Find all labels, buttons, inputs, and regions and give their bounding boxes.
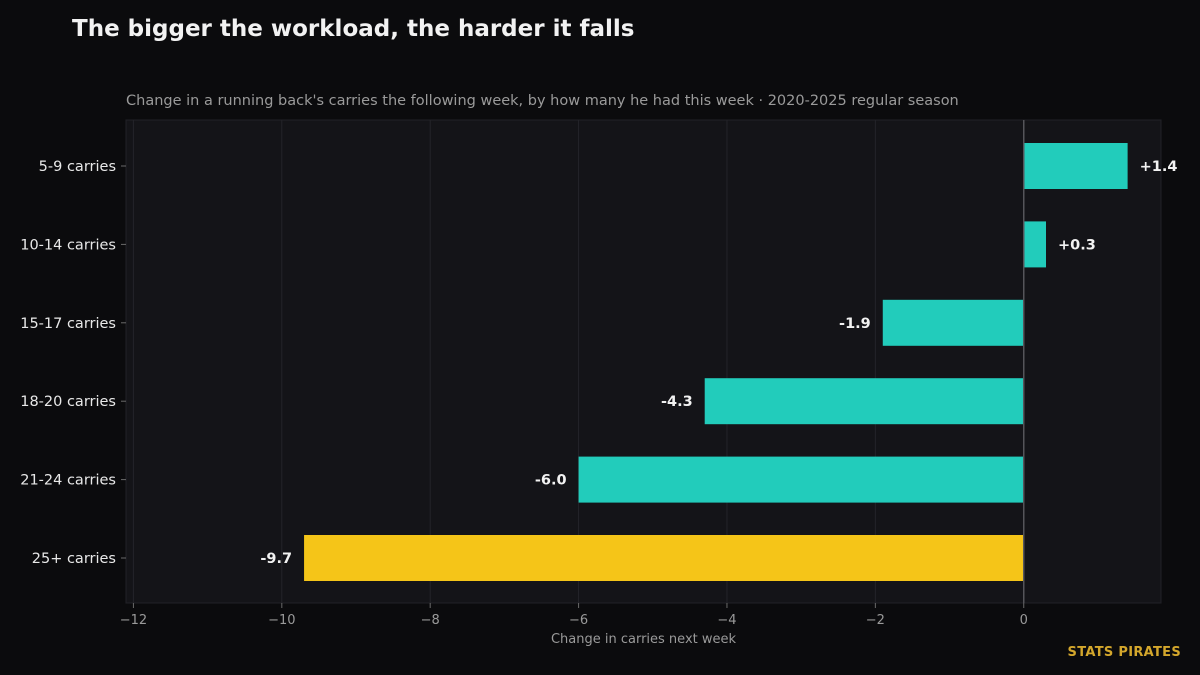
value-label: +0.3 [1058,237,1096,253]
x-tick-label: −6 [569,613,588,628]
x-axis-label: Change in carries next week [551,632,737,647]
plot-area [125,119,1162,604]
brand-watermark: STATS PIRATES [1067,645,1181,660]
x-tick-label: −8 [421,613,440,628]
category-label: 5-9 carries [39,159,116,175]
value-label: +1.4 [1140,159,1178,175]
category-label: 25+ carries [32,551,116,567]
category-label: 18-20 carries [20,394,116,410]
category-label: 15-17 carries [20,316,116,332]
value-label: -9.7 [260,551,292,567]
x-tick-label: −10 [268,613,295,628]
bar [882,299,1024,346]
bar [704,378,1024,425]
chart-subtitle: Change in a running back's carries the f… [126,93,959,109]
value-label: -6.0 [535,473,567,489]
category-label: 21-24 carries [20,473,116,489]
bar [1023,221,1046,268]
bar [578,456,1024,503]
x-tick-label: −4 [717,613,736,628]
value-label: -1.9 [839,316,871,332]
value-label: -4.3 [661,394,693,410]
bar [1023,143,1128,189]
category-label: 10-14 carries [20,237,116,253]
x-tick-label: −12 [120,613,147,628]
chart-title: The bigger the workload, the harder it f… [72,16,635,42]
x-tick-label: 0 [1020,613,1028,628]
bar [304,535,1024,581]
x-tick-label: −2 [866,613,885,628]
